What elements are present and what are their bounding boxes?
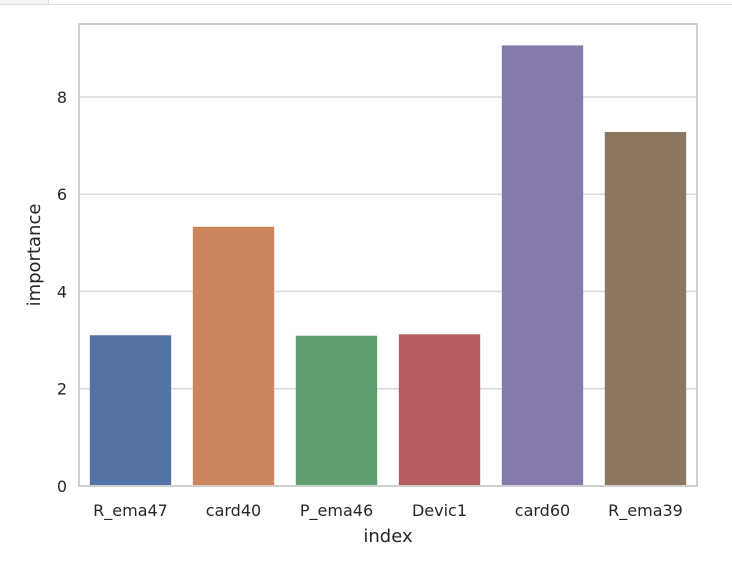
x-axis-title: index	[363, 526, 413, 547]
x-tick-label: R_ema47	[93, 501, 168, 521]
y-axis-ticks: 0 2 4 6 8	[57, 88, 67, 496]
bar-card60	[501, 45, 584, 487]
bar-r-ema39	[604, 131, 687, 487]
x-axis-ticks: R_ema47 card40 P_ema46 Devic1 card60 R_ema39	[93, 501, 683, 521]
y-tick-label: 0	[57, 477, 67, 496]
bar-r-ema47	[89, 335, 172, 486]
bar-p-ema46	[295, 335, 378, 486]
bar-card40	[192, 226, 275, 486]
x-tick-label: card60	[515, 501, 570, 520]
bars-layer	[89, 45, 687, 487]
x-tick-label: R_ema39	[608, 501, 683, 521]
x-tick-label: card40	[206, 501, 261, 520]
y-axis-title: importance	[24, 204, 45, 307]
plot-frame	[78, 23, 698, 487]
x-tick-label: P_ema46	[300, 501, 373, 521]
y-tick-label: 6	[57, 185, 67, 204]
toolbar-divider	[49, 4, 732, 5]
toolbar-cell	[0, 0, 49, 5]
notebook-toolbar-strip	[0, 0, 732, 20]
y-tick-label: 4	[57, 282, 67, 301]
plot-border	[78, 23, 698, 487]
grid-layer	[79, 96, 697, 487]
bar-devic1	[398, 334, 481, 486]
y-tick-label: 2	[57, 380, 67, 399]
x-tick-label: Devic1	[412, 501, 467, 520]
y-tick-label: 8	[57, 88, 67, 107]
